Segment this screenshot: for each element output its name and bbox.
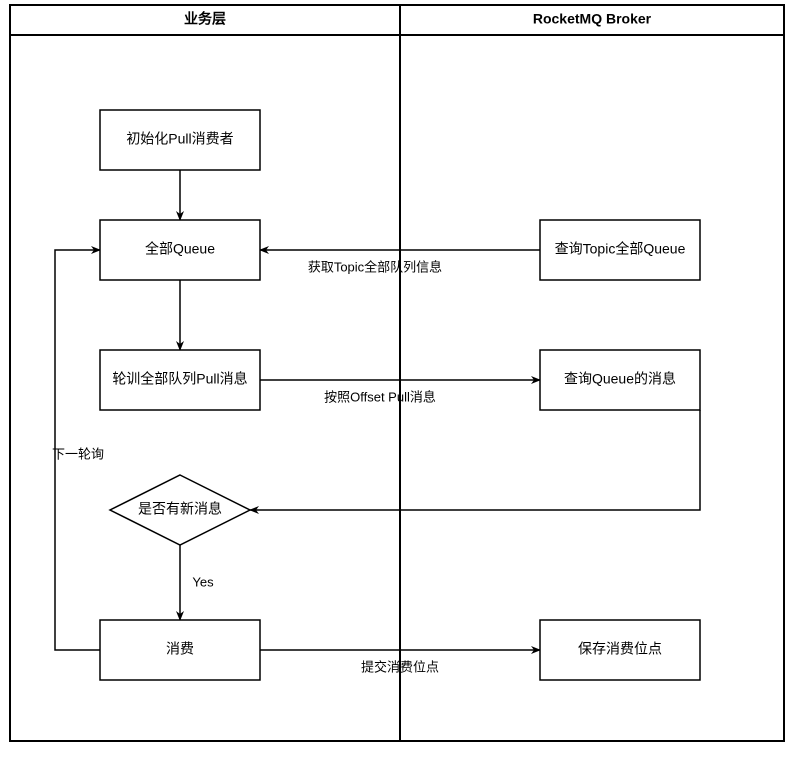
node-label-allqueue: 全部Queue: [145, 241, 215, 257]
node-label-queryqueue: 查询Queue的消息: [564, 371, 676, 387]
edge-queryqueue-hasnew: [250, 410, 700, 510]
edge-label-consume-saveoffset: 提交消费位点: [361, 659, 439, 674]
flowchart-svg: 业务层 RocketMQ Broker 获取Topic全部队列信息按照Offset …: [0, 0, 794, 776]
edge-label-hasnew-consume: Yes: [192, 574, 214, 589]
swimlane-header-0: 业务层: [184, 11, 226, 27]
node-label-poll: 轮训全部队列Pull消息: [112, 371, 247, 387]
swimlane-header-1: RocketMQ Broker: [533, 11, 652, 27]
flowchart-container: 业务层 RocketMQ Broker 获取Topic全部队列信息按照Offset …: [0, 0, 794, 776]
edge-label-querytopic-allqueue: 获取Topic全部队列信息: [308, 259, 442, 274]
node-label-consume: 消费: [166, 641, 194, 657]
node-label-init: 初始化Pull消费者: [126, 131, 233, 147]
edge-label-consume-allqueue: 下一轮询: [52, 446, 104, 461]
edge-label-poll-queryqueue: 按照Offset Pull消息: [324, 389, 436, 404]
node-label-hasnew: 是否有新消息: [138, 501, 222, 517]
node-label-querytopic: 查询Topic全部Queue: [555, 241, 686, 257]
node-label-saveoffset: 保存消费位点: [578, 641, 662, 657]
